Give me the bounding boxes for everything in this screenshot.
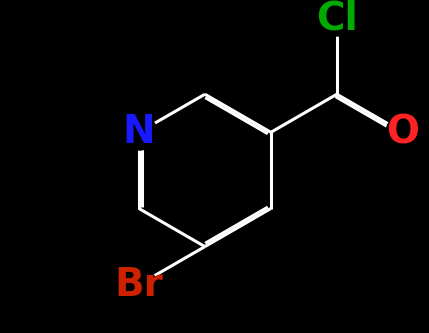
Text: O: O [387,113,419,151]
Text: N: N [123,113,155,151]
Text: Cl: Cl [316,0,358,37]
Text: Br: Br [115,266,163,304]
